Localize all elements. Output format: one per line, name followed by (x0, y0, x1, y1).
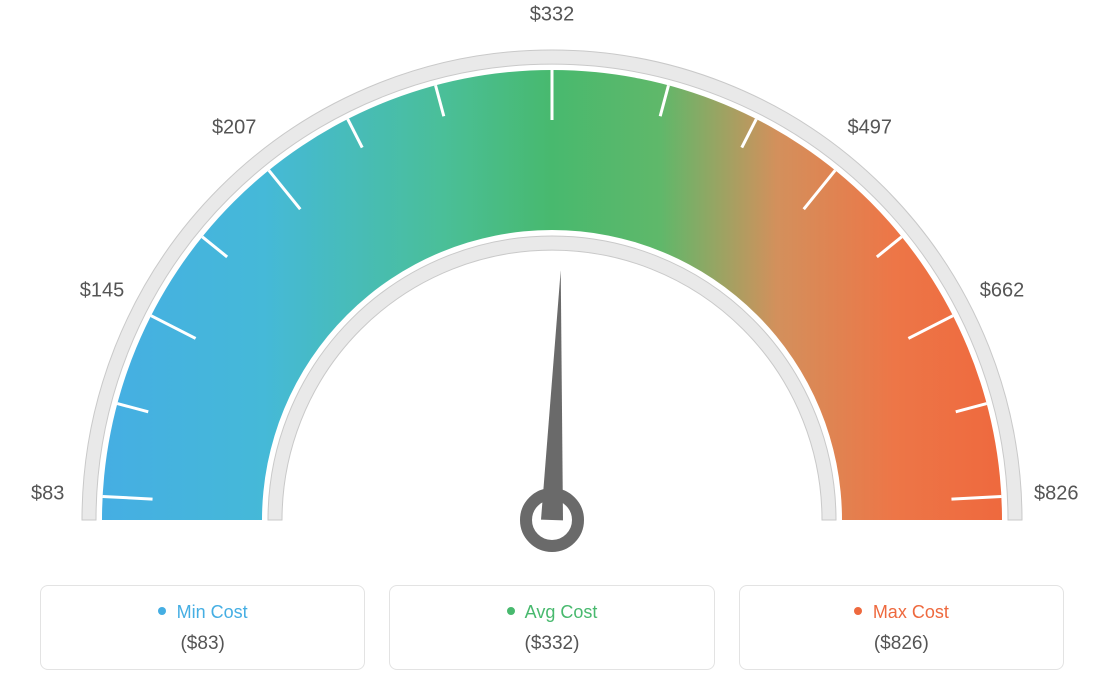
legend-avg-value: ($332) (400, 633, 703, 655)
legend-max-card: Max Cost ($826) (739, 585, 1064, 670)
dot-icon (158, 607, 166, 615)
legend-avg-card: Avg Cost ($332) (389, 585, 714, 670)
dot-icon (507, 607, 515, 615)
gauge-chart-container: $83$145$207$332$497$662$826 Min Cost ($8… (0, 0, 1104, 690)
gauge-svg (0, 0, 1104, 560)
legend-avg-title: Avg Cost (400, 602, 703, 623)
legend-avg-label: Avg Cost (525, 602, 598, 622)
legend-row: Min Cost ($83) Avg Cost ($332) Max Cost … (40, 585, 1064, 670)
legend-min-label: Min Cost (177, 602, 248, 622)
legend-max-title: Max Cost (750, 602, 1053, 623)
legend-max-value: ($826) (750, 633, 1053, 655)
legend-min-value: ($83) (51, 633, 354, 655)
legend-min-card: Min Cost ($83) (40, 585, 365, 670)
gauge-area: $83$145$207$332$497$662$826 (0, 0, 1104, 560)
legend-min-title: Min Cost (51, 602, 354, 623)
dot-icon (854, 607, 862, 615)
legend-max-label: Max Cost (873, 602, 949, 622)
